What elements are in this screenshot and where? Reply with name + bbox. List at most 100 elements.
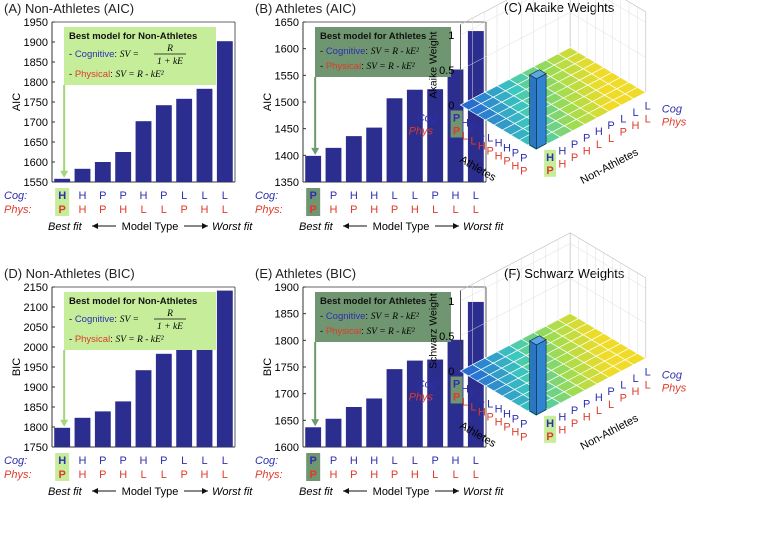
cog-model-label: P (309, 190, 316, 202)
y-tick-label: 1600 (275, 44, 299, 56)
athletes-phys-label: P (487, 146, 494, 158)
y-tick-label: 1950 (24, 17, 48, 29)
bar (216, 290, 233, 447)
callout-cognitive: - Cognitive: SV = R - kE² (320, 46, 419, 57)
z-tick-label: 0 (448, 100, 454, 112)
athletes-cog-label: L (479, 128, 485, 140)
cog-model-label: H (79, 455, 87, 467)
cog-model-label: L (222, 455, 228, 467)
cog-model-label: L (181, 190, 187, 202)
bar (54, 427, 71, 447)
cog-model-label: P (160, 190, 167, 202)
non-athletes-phys-label: P (620, 126, 627, 138)
callout-physical: - Physical: SV = R - kE² (320, 326, 415, 337)
athletes-cog-label: H (503, 409, 511, 421)
right-arrow-head (453, 488, 459, 494)
cog-model-label: P (309, 455, 316, 467)
athletes-cog-label: H (461, 384, 469, 396)
phys-row-label: Phys: (4, 469, 32, 481)
athletes-cog-label: P (512, 414, 519, 426)
best-model-highlight (55, 453, 70, 481)
cog-model-label: L (222, 190, 228, 202)
athletes-cog-label: L (487, 399, 493, 411)
spike-face-left (529, 340, 537, 416)
phys-model-label: P (391, 469, 398, 481)
phys-model-label: H (330, 469, 338, 481)
bar (345, 407, 362, 447)
y-tick-label: 1600 (24, 157, 48, 169)
chart-title: (A) Non-Athletes (AIC) (4, 1, 134, 16)
bar (196, 337, 213, 447)
bar (427, 359, 444, 447)
cog-model-label: H (452, 455, 460, 467)
phys-row-label: Phys: (255, 204, 283, 216)
athletes-phys-label: L (462, 397, 468, 409)
z-tick-label: 1 (448, 30, 454, 42)
non-athletes-best-phys: P (546, 165, 553, 177)
z-tick-label: 0 (448, 366, 454, 378)
worst-fit-label: Worst fit (212, 486, 253, 498)
phys-row-label: Phys: (255, 469, 283, 481)
y-tick-label: 1950 (24, 362, 48, 374)
phys-model-label: P (99, 204, 106, 216)
non-athletes-cog-label: H (558, 411, 566, 423)
right-arrow-head (202, 488, 208, 494)
athletes-phys-label: P (503, 156, 510, 168)
non-athletes-cog-label: P (571, 139, 578, 151)
callout-physical: - Physical: SV = R - kE² (320, 61, 415, 72)
spike-face-left (529, 74, 537, 150)
athletes-cog-label: P (470, 123, 477, 135)
cog-row-label: Cog: (255, 455, 278, 467)
bar (386, 369, 403, 447)
cog-model-label: P (431, 190, 438, 202)
callout-title: Best model for Athletes (320, 296, 426, 307)
non-athletes-phys-label: H (632, 386, 640, 398)
phys-model-label: H (119, 204, 127, 216)
non-athletes-phys-label: L (608, 399, 614, 411)
best-model-callout (315, 292, 451, 342)
y-tick-label: 1750 (24, 442, 48, 454)
cog-model-label: L (391, 455, 397, 467)
y-axis-label: AIC (262, 93, 274, 111)
athletes-phys-label: P (503, 422, 510, 434)
y-tick-label: 1900 (275, 282, 299, 294)
left-arrow-head (343, 488, 349, 494)
cog-model-label: H (58, 190, 66, 202)
cog-model-label: L (412, 190, 418, 202)
phys-model-label: P (309, 469, 316, 481)
chart-B: (B) Athletes (AIC) AIC 1350 1400 1450 1500 155… (255, 1, 504, 233)
non-athletes-cog-label: P (571, 405, 578, 417)
bar (366, 127, 383, 182)
athletes-phys-label: H (478, 407, 486, 419)
worst-fit-label: Worst fit (463, 221, 504, 233)
y-tick-label: 1800 (24, 422, 48, 434)
non-athletes-cog-label: P (583, 133, 590, 145)
cog-axis-label: Cog (417, 379, 438, 391)
fraction-denominator: 1 + kE (157, 322, 183, 332)
cog-model-label: H (370, 190, 378, 202)
athletes-phys-label: L (470, 136, 476, 148)
athletes-phys-label: H (511, 427, 519, 439)
bar (427, 89, 444, 182)
phys-model-label: P (180, 469, 187, 481)
non-athletes-cog-label: H (558, 145, 566, 157)
non-athletes-cog-label: P (583, 399, 590, 411)
athletes-cog-label: P (512, 148, 519, 160)
athletes-phys-label: P (520, 432, 527, 444)
athletes-cog-label: H (495, 138, 503, 150)
z-tick-label: 1 (448, 296, 454, 308)
left-arrow-head (92, 223, 98, 229)
cog-model-label: L (412, 455, 418, 467)
spike-face-right (536, 339, 547, 416)
cog-model-label: P (119, 190, 126, 202)
cog-model-label: L (473, 455, 479, 467)
non-athletes-cog-label: L (645, 367, 651, 379)
z-tick-label: 0.5 (439, 65, 454, 77)
arrow-head (311, 147, 320, 155)
bar (216, 41, 233, 183)
y-tick-label: 1850 (24, 402, 48, 414)
chart-title: (E) Athletes (BIC) (255, 266, 356, 281)
phys-model-label: L (473, 204, 479, 216)
z-tick-label: 0.5 (439, 331, 454, 343)
non-athletes-cog-label: L (632, 373, 638, 385)
